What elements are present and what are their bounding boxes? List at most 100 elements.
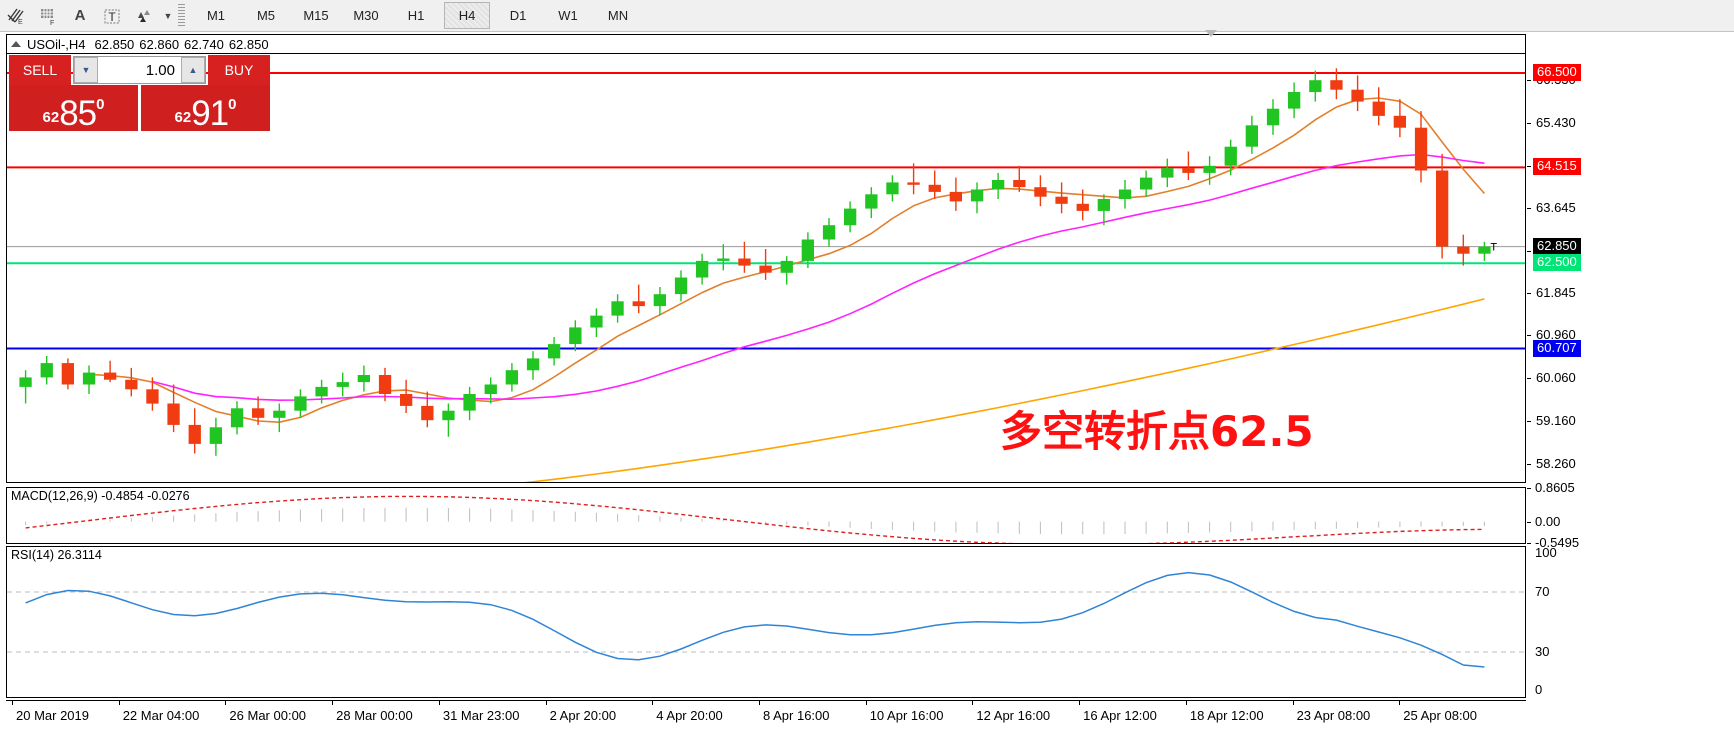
time-axis-label: 31 Mar 23:00 <box>442 708 520 723</box>
price-tag-resistance[interactable]: 64.515 <box>1533 158 1581 176</box>
collapse-triangle-icon[interactable] <box>11 41 21 47</box>
sell-price-main: 85 <box>59 94 97 133</box>
price-axis-label: 60.060 <box>1536 370 1576 386</box>
time-axis-tick <box>1185 701 1187 705</box>
rsi-axis-label: 0 <box>1535 682 1543 697</box>
timeframe-d1[interactable]: D1 <box>509 8 527 23</box>
time-axis[interactable]: 20 Mar 2019 22 Mar 04:00 26 Mar 00:00 28 Ma… <box>6 700 1526 729</box>
time-axis-tick <box>972 701 974 705</box>
toolbar-grip[interactable] <box>178 3 185 28</box>
chart-annotation-text: 多空转折点62.5 <box>1000 407 1314 456</box>
macd-svg <box>25 495 1485 543</box>
time-axis-label: 2 Apr 20:00 <box>549 708 617 723</box>
price-axis-label: 58.260 <box>1536 455 1576 471</box>
timeframe-h1[interactable]: H1 <box>407 8 425 23</box>
text-label-icon[interactable]: A <box>74 7 86 24</box>
macd-axis-label: -0.5495 <box>1535 535 1580 550</box>
time-axis-tick <box>865 701 867 705</box>
price-axis-label: 59.160 <box>1536 413 1576 429</box>
time-axis-tick <box>12 701 13 705</box>
rsi-label: RSI(14) 26.3114 <box>11 548 105 562</box>
price-axis-tick <box>1527 207 1531 209</box>
buy-price-button[interactable]: 62 91 0 <box>141 85 270 131</box>
time-axis-label: 25 Apr 08:00 <box>1403 708 1478 723</box>
time-axis-tick <box>332 701 334 705</box>
timeframe-m30[interactable]: M30 <box>353 8 379 23</box>
price-axis-tick <box>1527 80 1531 82</box>
buy-price-fraction: 0 <box>228 96 237 113</box>
macd-axis-label: 0.8605 <box>1535 480 1575 495</box>
price-axis-tick <box>1527 122 1531 124</box>
price-axis-tick <box>1527 250 1531 252</box>
quote-high: 62.860 <box>139 36 180 52</box>
price-tag-bid[interactable]: 62.850 <box>1533 237 1581 255</box>
sell-price-fraction: 0 <box>96 96 105 113</box>
svg-text:F: F <box>50 20 54 26</box>
macd-pane[interactable]: MACD(12,26,9) -0.4854 -0.0276 <box>6 487 1526 544</box>
time-axis-tick <box>118 701 120 705</box>
main-toolbar: E F A T ▼ M1 M5 M15 M30 H1 H4 D1 W1 MN <box>0 0 1734 32</box>
price-axis-label: 61.845 <box>1536 285 1576 301</box>
one-click-trading-panel[interactable]: SELL ▼ 1.00 ▲ BUY 62 85 0 62 91 0 <box>9 55 270 131</box>
price-axis-label: 63.645 <box>1536 199 1576 215</box>
volume-value[interactable]: 1.00 <box>145 61 175 79</box>
expert-advisors-icon[interactable]: E <box>0 2 32 30</box>
buy-button[interactable]: BUY <box>208 55 270 85</box>
price-tag-support[interactable]: 60.707 <box>1533 339 1581 357</box>
time-axis-label: 28 Mar 00:00 <box>336 708 413 723</box>
time-axis-tick <box>1292 701 1294 705</box>
volume-increase-button[interactable]: ▲ <box>181 57 205 83</box>
quote-low: 62.740 <box>184 36 224 52</box>
price-tag-support[interactable]: 62.500 <box>1533 254 1581 272</box>
indicators-icon[interactable]: F <box>32 2 64 30</box>
time-axis-label: 12 Apr 16:00 <box>976 708 1051 723</box>
time-axis-label: 10 Apr 16:00 <box>869 708 944 723</box>
timeframe-m1[interactable]: M1 <box>206 8 226 23</box>
macd-axis-tick <box>1527 488 1531 489</box>
chart-scroll-marker[interactable] <box>1205 30 1217 37</box>
time-axis-tick <box>652 701 654 705</box>
volume-decrease-button[interactable]: ▼ <box>74 57 98 83</box>
price-chart-pane[interactable]: T <box>6 53 1526 483</box>
sell-price-prefix: 62 <box>42 109 60 126</box>
timeframe-m5[interactable]: M5 <box>256 8 276 23</box>
text-object-icon[interactable]: T <box>96 2 128 30</box>
rsi-axis-label: 100 <box>1535 545 1557 560</box>
trade-panel-top-row: SELL ▼ 1.00 ▲ BUY <box>9 55 270 85</box>
time-axis-label: 22 Mar 04:00 <box>122 708 200 723</box>
time-axis-tick <box>438 701 440 705</box>
sell-price-button[interactable]: 62 85 0 <box>9 85 138 131</box>
time-axis-tick <box>759 701 760 705</box>
timeframe-h4[interactable]: H4 <box>444 2 490 29</box>
time-axis-label: 20 Mar 2019 <box>16 708 89 723</box>
price-axis-tick <box>1527 378 1531 380</box>
time-axis-label: 8 Apr 16:00 <box>763 708 830 723</box>
sell-button[interactable]: SELL <box>9 55 71 85</box>
timeframe-m15[interactable]: M15 <box>303 8 329 23</box>
buy-price-prefix: 62 <box>174 109 192 126</box>
rsi-pane[interactable]: RSI(14) 26.3114 <box>6 546 1526 698</box>
time-axis-label: 4 Apr 20:00 <box>656 708 723 723</box>
dropdown-arrow-icon[interactable]: ▼ <box>163 10 173 21</box>
timeframe-w1[interactable]: W1 <box>558 8 578 23</box>
price-axis[interactable]: 66.33065.43064.51563.64562.74561.84560.9… <box>1527 34 1732 698</box>
time-axis-label: 18 Apr 12:00 <box>1189 708 1264 723</box>
trade-panel-price-row: 62 85 0 62 91 0 <box>9 85 270 131</box>
symbol-label: USOil-,H4 <box>27 36 86 52</box>
buy-price-main: 91 <box>191 94 229 133</box>
volume-input[interactable]: ▼ 1.00 ▲ <box>73 56 206 84</box>
price-axis-label: 60.960 <box>1536 327 1576 343</box>
timeframe-mn[interactable]: MN <box>607 8 629 23</box>
macd-axis-tick <box>1527 521 1531 523</box>
price-axis-tick <box>1527 421 1531 423</box>
macd-label: MACD(12,26,9) -0.4854 -0.0276 <box>11 489 193 503</box>
svg-text:T: T <box>1490 242 1497 254</box>
macd-axis-tick <box>1527 543 1531 544</box>
objects-icon[interactable] <box>128 2 160 30</box>
rsi-axis-label: 70 <box>1535 584 1550 599</box>
time-axis-tick <box>225 701 227 705</box>
rsi-svg <box>7 571 1525 668</box>
price-tag-resistance[interactable]: 66.500 <box>1533 64 1581 82</box>
price-axis-label: 65.430 <box>1536 114 1576 130</box>
quote-open: 62.850 <box>94 36 135 52</box>
